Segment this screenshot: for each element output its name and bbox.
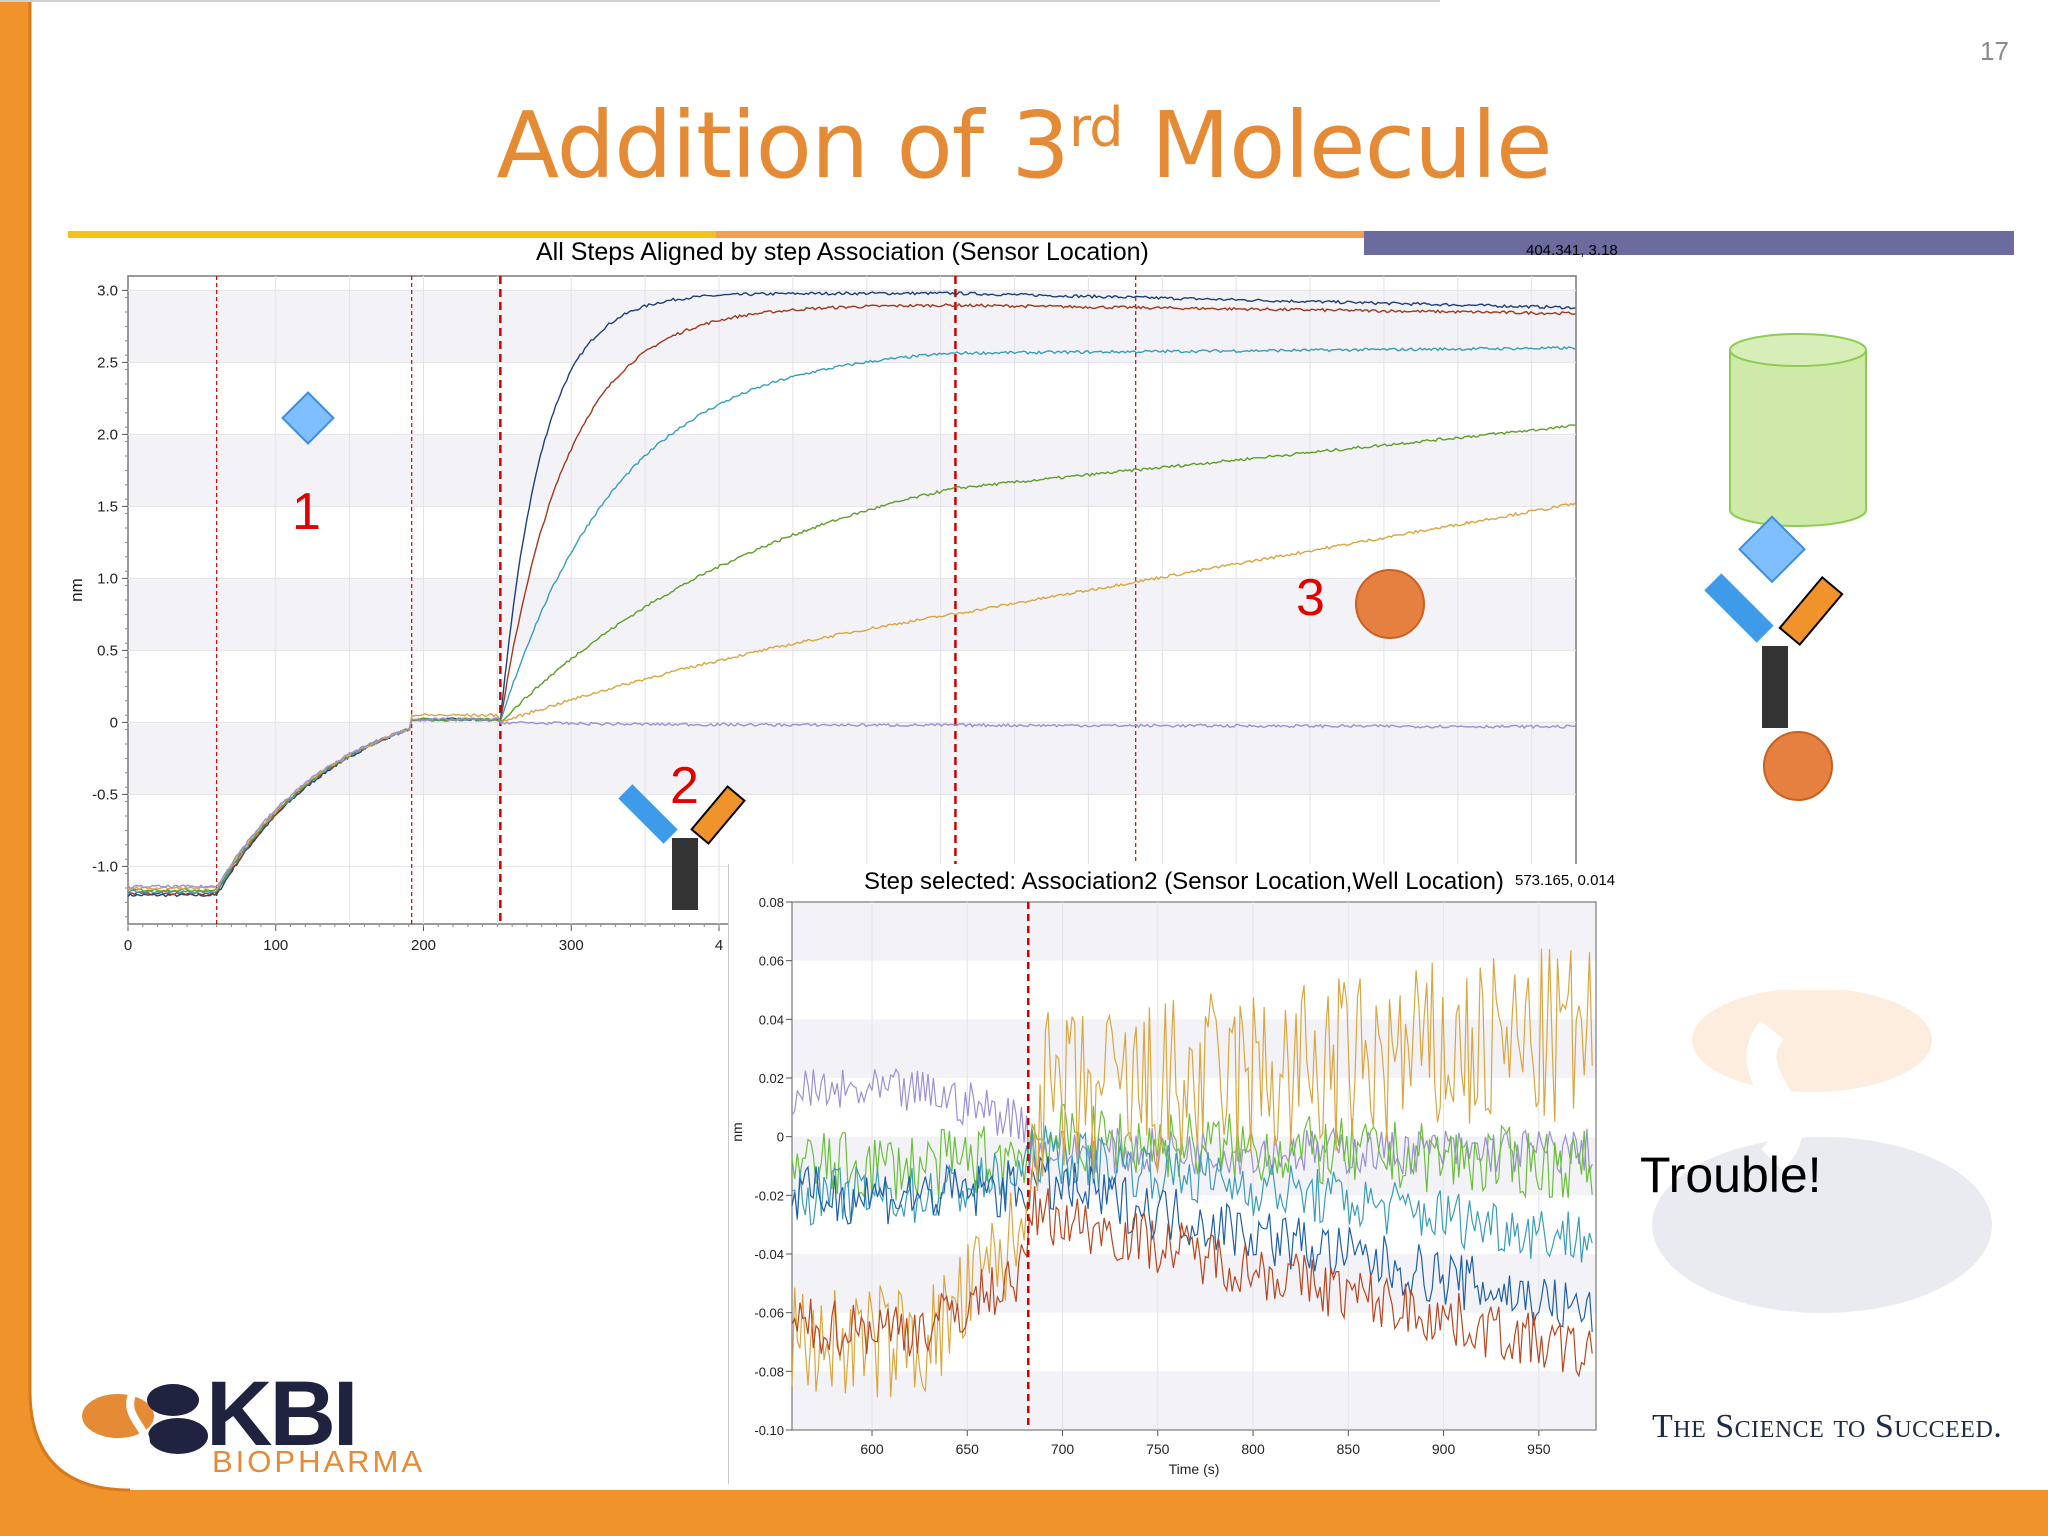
zoom-series-line-2 — [791, 1125, 1593, 1263]
zoom-series-line-5 — [791, 1185, 1593, 1378]
y-tick-label: 3.0 — [97, 282, 118, 299]
y-tick-label: 0.02 — [759, 1071, 784, 1086]
x-axis-label: Time (s) — [1169, 1461, 1220, 1477]
y-tick-label: 0 — [110, 714, 118, 731]
x-tick-label: 300 — [559, 937, 584, 954]
y-tick-label: 2.5 — [97, 354, 118, 371]
annotation-2: 2 — [670, 757, 699, 815]
x-tick-label: 900 — [1432, 1441, 1456, 1457]
y-tick-label: 0.5 — [97, 642, 118, 659]
grid-band — [128, 290, 1576, 363]
zoom-chart-title: Step selected: Association2 (Sensor Loca… — [864, 868, 1504, 895]
antibody-complex-icon — [618, 784, 746, 910]
grid-band — [128, 434, 1576, 507]
y-tick-label: -0.06 — [754, 1306, 784, 1321]
logo-kbi: KBI — [206, 1363, 358, 1465]
x-tick-label: 0 — [124, 937, 132, 954]
x-tick-label: 200 — [411, 937, 436, 954]
tagline: The Science to Succeed. — [1652, 1408, 2003, 1445]
circle-molecule-icon — [1355, 569, 1425, 639]
zoom-series-line-1 — [791, 1103, 1593, 1201]
sensor-assembly-icon — [1704, 333, 1867, 801]
zoom-series-line-3 — [791, 1155, 1593, 1332]
y-tick-label: 1.0 — [97, 570, 118, 587]
grid-band — [128, 578, 1576, 651]
y-tick-label: -0.02 — [754, 1188, 784, 1203]
x-tick-label: 750 — [1146, 1441, 1170, 1457]
y-axis-label: nm — [67, 578, 86, 602]
y-tick-label: 0.06 — [759, 954, 784, 969]
x-tick-label: 850 — [1337, 1441, 1361, 1457]
annotation-1: 1 — [292, 483, 321, 541]
y-tick-label: -1.0 — [92, 858, 118, 875]
x-tick-label: 800 — [1241, 1441, 1265, 1457]
series-line-3 — [127, 424, 1576, 893]
y-tick-label: 0 — [777, 1130, 784, 1145]
zoom-series-line-4 — [791, 948, 1593, 1398]
x-tick-label: 700 — [1051, 1441, 1075, 1457]
y-tick-label: 1.5 — [97, 498, 118, 515]
logo-biopharma: BIOPHARMA — [212, 1444, 426, 1479]
title-main: Addition of 3 — [496, 92, 1070, 199]
main-chart: 3.0 2.5 2.0 1.5 1.0 0.5 0 -0.5 -1.0 0 100 200 300 4 nm — [67, 275, 1577, 954]
series-line-4 — [127, 502, 1576, 891]
y-tick-label: -0.10 — [754, 1423, 784, 1438]
grid-band — [792, 1254, 1596, 1313]
annotation-3: 3 — [1296, 569, 1325, 627]
plot-frame — [791, 901, 1597, 1431]
y-tick-label: 0.08 — [759, 895, 784, 910]
slide-title: Addition of 3rd Molecule — [0, 92, 2048, 199]
kbi-logo-mark — [82, 1384, 208, 1455]
y-tick-label: -0.08 — [754, 1364, 784, 1379]
title-end: Molecule — [1122, 92, 1553, 199]
y-axis-label: nm — [729, 1122, 745, 1141]
x-tick-label: 600 — [860, 1441, 884, 1457]
x-tick-label: 950 — [1527, 1441, 1551, 1457]
x-tick-label: 650 — [956, 1441, 980, 1457]
zoom-chart-readout: 573.165, 0.014 — [1515, 872, 1616, 889]
grid-band — [792, 902, 1596, 961]
title-superscript: rd — [1068, 96, 1124, 159]
y-tick-label: -0.04 — [754, 1247, 784, 1262]
y-tick-label: 2.0 — [97, 426, 118, 443]
series-line-5 — [127, 717, 1576, 889]
main-chart-readout: 404.341, 3.18 — [1526, 242, 1618, 259]
watermark-logo — [1652, 990, 1992, 1313]
grid-band — [792, 1019, 1596, 1078]
grid-band — [792, 1371, 1596, 1430]
x-tick-label: 100 — [263, 937, 288, 954]
zoom-series-line-0 — [791, 1067, 1593, 1176]
slide-number: 17 — [1980, 36, 2009, 66]
diamond-molecule-icon — [281, 391, 335, 445]
y-tick-label: 0.04 — [759, 1012, 784, 1027]
trouble-label: Trouble! — [1640, 1147, 1822, 1203]
grid-band — [128, 722, 1576, 795]
x-tick-label: 4 — [715, 937, 723, 954]
y-tick-label: -0.5 — [92, 786, 118, 803]
main-chart-title: All Steps Aligned by step Association (S… — [536, 238, 1149, 266]
zoom-chart: 0.08 0.06 0.04 0.02 0 -0.02 -0.04 -0.06 -0.08 -0.… — [729, 895, 1597, 1477]
